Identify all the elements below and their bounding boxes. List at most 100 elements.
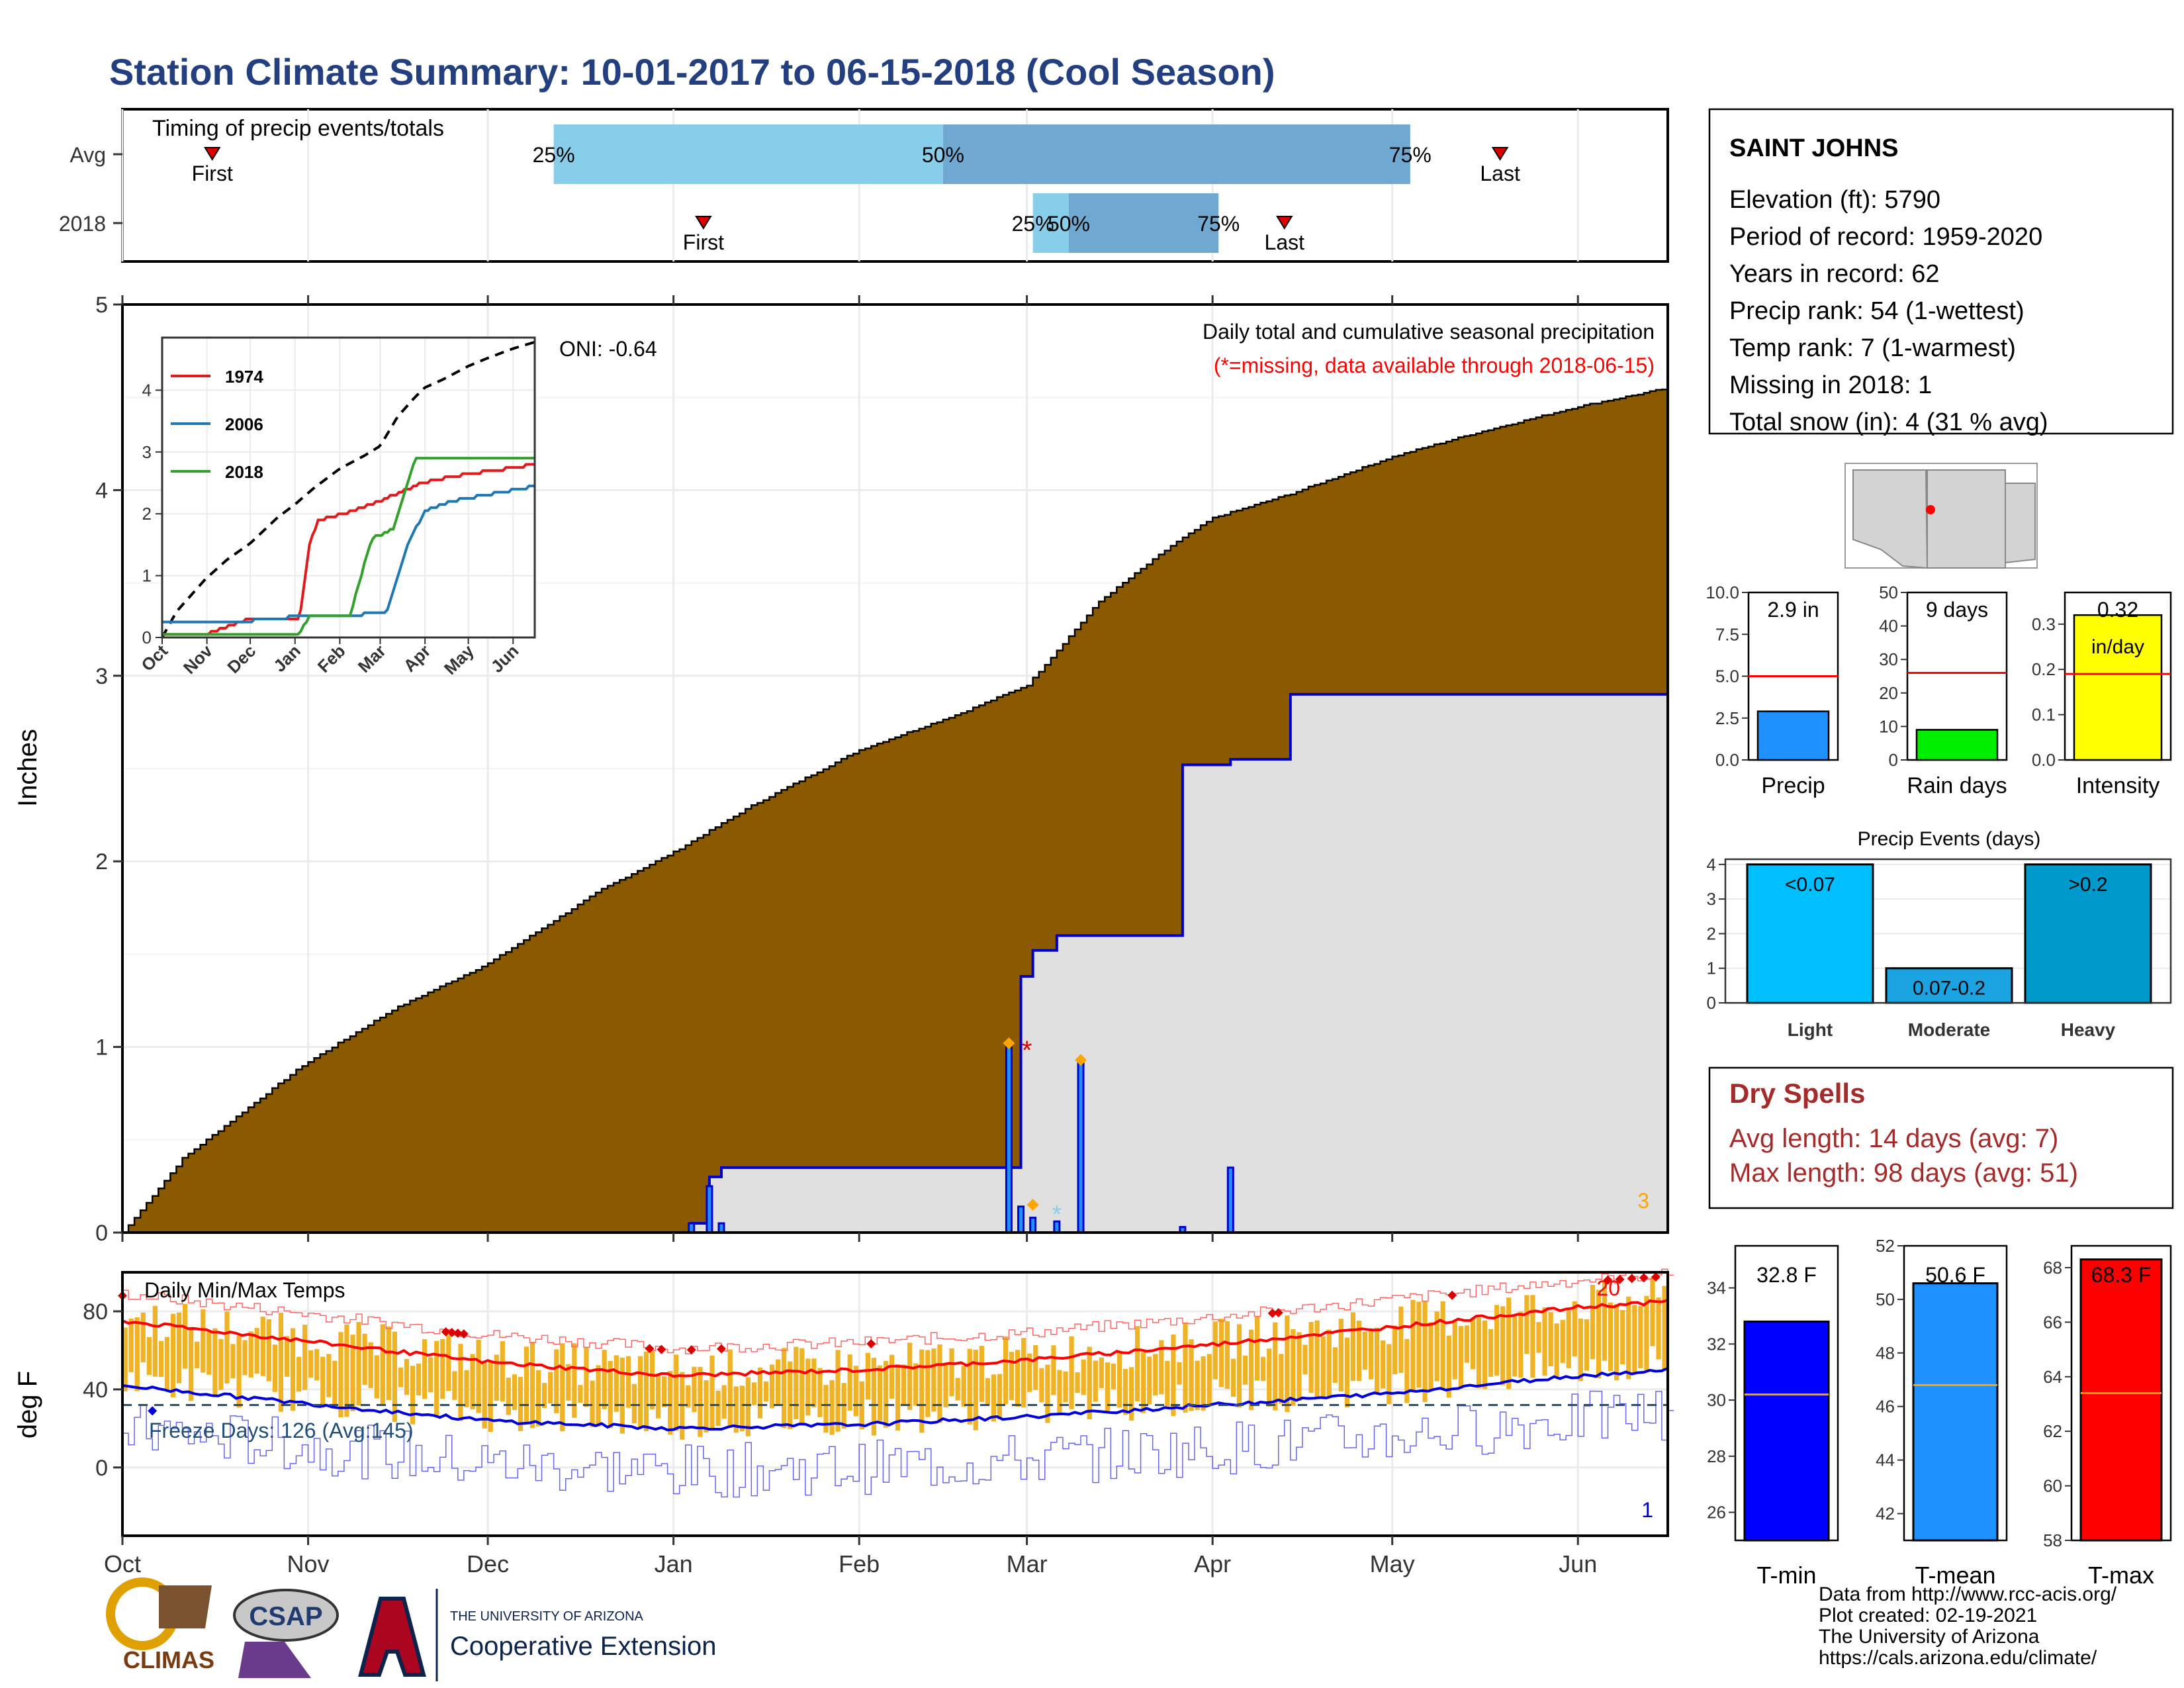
dry-spells-box: Dry Spells Avg length: 14 days (avg: 7) Ma…: [1708, 1066, 2174, 1209]
daily-precip-bar: [688, 1222, 696, 1234]
daily-temp-bar: [1506, 1297, 1512, 1389]
daily-temp-bar: [1578, 1318, 1583, 1382]
daily-temp-bar: [242, 1340, 248, 1376]
tempbar-label: T-min: [1757, 1562, 1817, 1589]
cooperative-extension-text: Cooperative Extension: [450, 1632, 716, 1661]
page-title: Station Climate Summary: 10-01-2017 to 0…: [109, 51, 1275, 93]
timing-q50-q75-bar: [942, 124, 1410, 184]
daily-temp-bar: [1230, 1358, 1236, 1397]
daily-temp-bar: [1350, 1312, 1356, 1382]
map-texas: [2005, 483, 2036, 564]
climas-logo-shape: [159, 1585, 212, 1628]
inset-legend-label: 1974: [225, 367, 263, 387]
current-cumulative-area: [122, 694, 1668, 1233]
daily-temp-bar: [1596, 1289, 1602, 1379]
daily-temp-bar: [805, 1358, 811, 1416]
daily-temp-bar: [1267, 1348, 1272, 1407]
station-line: Elevation (ft): 5790: [1729, 186, 1940, 214]
event-value-label: <0.07: [1785, 874, 1835, 896]
daily-temp-bar: [1356, 1321, 1362, 1382]
daily-temp-bar: [446, 1335, 451, 1391]
minibar-tick-label: 0.0: [2032, 750, 2056, 770]
timing-p75-label: 75%: [1197, 212, 1240, 236]
ua-logo-small-text: THE UNIVERSITY OF ARIZONA: [450, 1609, 644, 1624]
tempbar-tick-label: 32: [1707, 1334, 1726, 1354]
daily-temp-bar: [733, 1386, 739, 1433]
daily-temp-bar: [1662, 1286, 1667, 1370]
daily-temp-bar: [494, 1354, 499, 1401]
events-title: Precip Events (days): [1858, 828, 2041, 850]
station-line: Total snow (in): 4 (31 % avg): [1729, 408, 2048, 436]
events-frame: [1724, 858, 2172, 1004]
events-ytick-label: 2: [1707, 923, 1716, 943]
tempbar-value-bar: [2079, 1258, 2163, 1542]
snow-star-marker: *: [1052, 1201, 1062, 1229]
daily-temp-bar: [236, 1335, 242, 1408]
daily-temp-bar: [1308, 1322, 1314, 1393]
ua-logo-a: [358, 1597, 426, 1677]
tempbar-tick-label: 30: [1707, 1390, 1726, 1410]
daily-temp-bar: [925, 1350, 931, 1417]
minibar-tick-label: 0: [1889, 750, 1898, 770]
main-frame: [121, 303, 1669, 1234]
minibar-value-bar: [1915, 729, 1999, 761]
daily-temp-bar: [674, 1354, 679, 1431]
daily-temp-bar: [949, 1348, 954, 1397]
daily-temp-bar: [1081, 1359, 1086, 1395]
daily-temp-bar: [254, 1328, 259, 1374]
minibar-value-label: 0.32: [2097, 598, 2138, 622]
daily-temp-bar: [500, 1341, 505, 1402]
inset-ytick-label: 2: [142, 504, 152, 524]
map-arizona: [1852, 469, 1929, 569]
daily-temp-bar: [1464, 1325, 1470, 1363]
footer-line: https://cals.arizona.edu/climate/: [1819, 1647, 2097, 1669]
daily-temp-bar: [326, 1354, 332, 1397]
daily-precip-bar: [717, 1222, 725, 1234]
daily-temp-bar: [889, 1354, 895, 1399]
daily-temp-bar: [979, 1346, 984, 1402]
daily-temp-bar: [266, 1319, 271, 1382]
daily-temp-bar: [709, 1355, 715, 1429]
station-info-box: SAINT JOHNS Elevation (ft): 5790 Period of…: [1708, 108, 2174, 436]
month-label: Jun: [1559, 1550, 1597, 1577]
tempbar-tick-label: 44: [1876, 1450, 1895, 1470]
timing-first-marker: [203, 147, 221, 161]
daily-temp-bar: [1153, 1354, 1158, 1396]
temps-ytick-label: 40: [83, 1378, 108, 1403]
timing-q25-q50-bar: [553, 124, 943, 184]
daily-temp-bar: [140, 1312, 146, 1362]
climas-logo-text: CLIMAS: [123, 1646, 214, 1673]
daily-temp-bar: [1381, 1340, 1386, 1389]
daily-temp-bar: [1111, 1364, 1116, 1389]
timing-row-label: 2018: [59, 212, 106, 236]
record-high-marker: [717, 1344, 727, 1354]
tempbar-value-label: 32.8 F: [1756, 1263, 1817, 1287]
minibar-tick-label: 0.3: [2032, 614, 2056, 634]
timing-first-marker: [695, 216, 712, 230]
station-line: Period of record: 1959-2020: [1729, 223, 2042, 251]
temps-frame: [121, 1271, 1669, 1537]
daily-temp-bar: [1093, 1360, 1098, 1402]
tempbar-label: T-mean: [1915, 1562, 1995, 1589]
daily-temp-bar: [1027, 1353, 1032, 1392]
daily-temp-bar: [1476, 1317, 1482, 1389]
daily-temp-bar: [176, 1312, 182, 1383]
daily-temp-bar: [997, 1374, 1003, 1420]
daily-temp-bar: [1326, 1329, 1332, 1398]
daily-temp-bar: [1320, 1336, 1326, 1398]
daily-temp-bar: [985, 1378, 990, 1406]
daily-temp-bar: [164, 1336, 170, 1391]
daily-temp-bar: [1602, 1281, 1608, 1361]
daily-temp-bar: [1051, 1345, 1056, 1395]
month-label: Oct: [104, 1550, 141, 1577]
daily-temp-bar: [212, 1328, 218, 1397]
daily-temp-bar: [1536, 1322, 1541, 1353]
inset-series-2018: [162, 457, 535, 636]
record-high-marker: [1639, 1273, 1649, 1283]
daily-temp-bar: [649, 1350, 655, 1410]
timing-q25-q50-bar: [1032, 193, 1069, 253]
daily-temp-bar: [877, 1365, 883, 1421]
daily-temp-bar: [1482, 1320, 1488, 1389]
timing-p25-label: 25%: [533, 143, 575, 167]
